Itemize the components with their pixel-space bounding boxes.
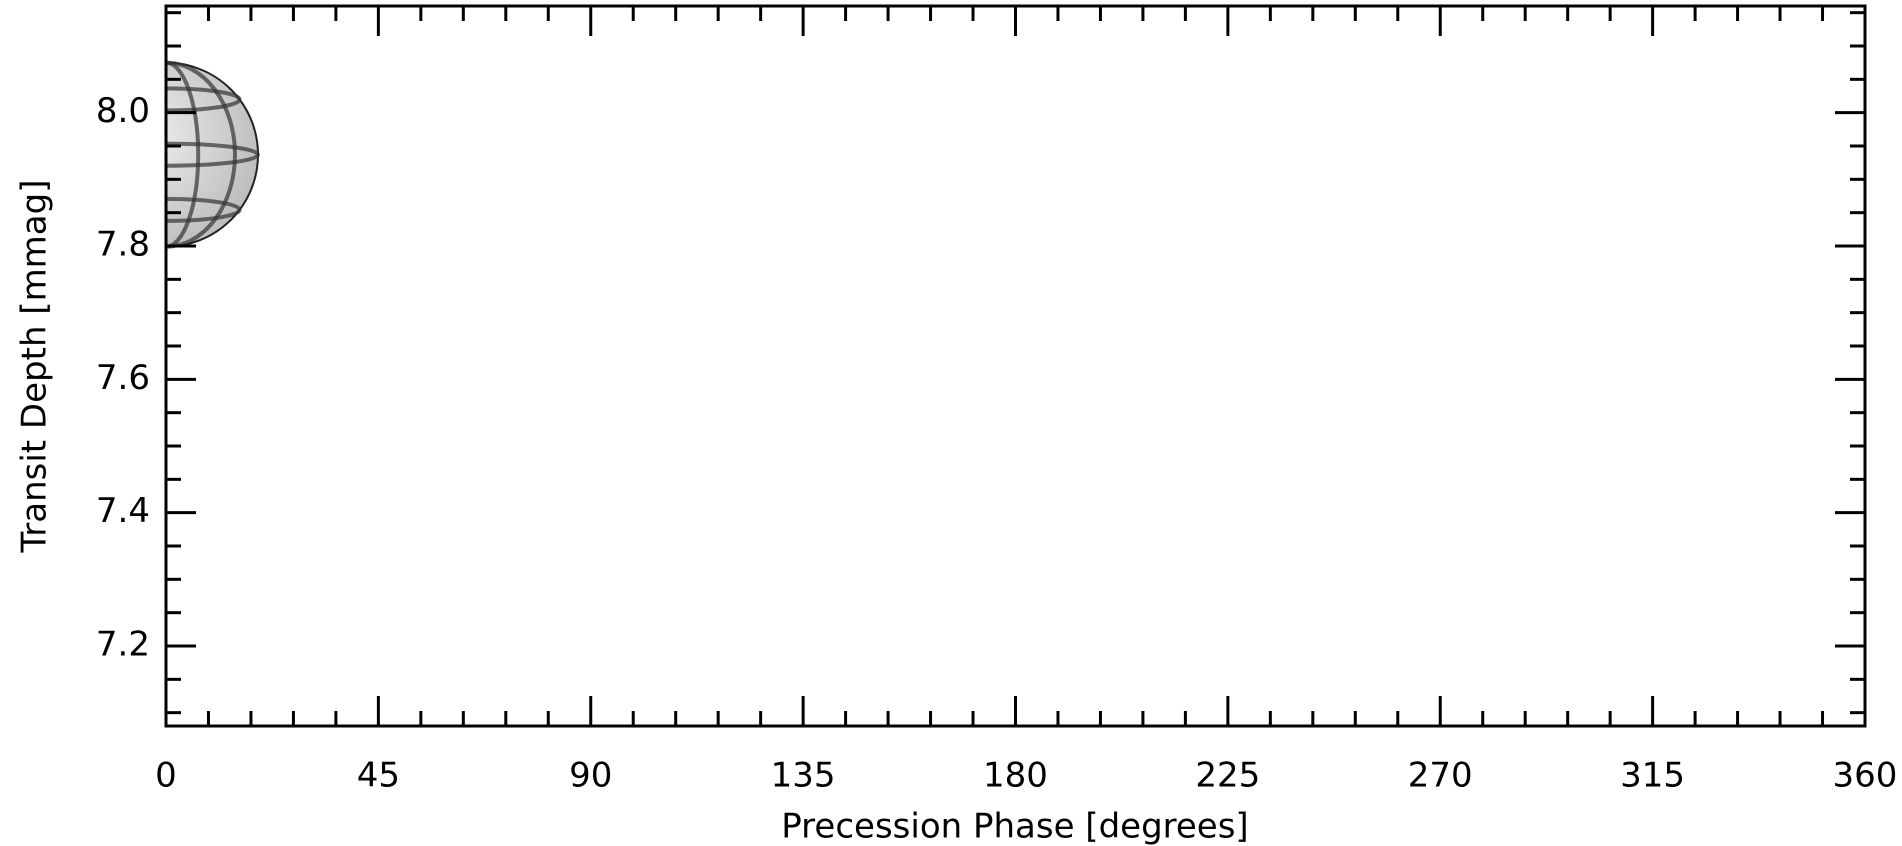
- x-axis-label: Precession Phase [degrees]: [781, 807, 1248, 846]
- plot-area: [166, 60, 260, 249]
- y-tick-label: 7.2: [96, 625, 150, 665]
- x-tick-label: 0: [155, 756, 177, 796]
- x-tick-label: 135: [771, 756, 836, 796]
- y-tick-label: 7.6: [96, 358, 150, 398]
- x-tick-label: 315: [1620, 756, 1685, 796]
- x-tick-label: 45: [357, 756, 400, 796]
- planet-parallel: [166, 86, 242, 113]
- planet-meridian: [166, 60, 237, 249]
- x-tick-label: 90: [569, 756, 612, 796]
- y-tick-label: 8.0: [96, 91, 150, 131]
- x-tick-label: 360: [1833, 756, 1898, 796]
- x-tick-label: 180: [983, 756, 1048, 796]
- x-tick-label: 270: [1408, 756, 1473, 796]
- planet-marker: [166, 60, 260, 249]
- y-axis-label: Transit Depth [mmag]: [15, 180, 55, 554]
- x-tick-label: 225: [1195, 756, 1260, 796]
- y-tick-label: 7.8: [96, 225, 150, 265]
- y-tick-label: 7.4: [96, 491, 150, 531]
- planet-parallel: [166, 196, 242, 223]
- planet-parallel: [166, 141, 260, 168]
- plot-frame: [164, 4, 1867, 728]
